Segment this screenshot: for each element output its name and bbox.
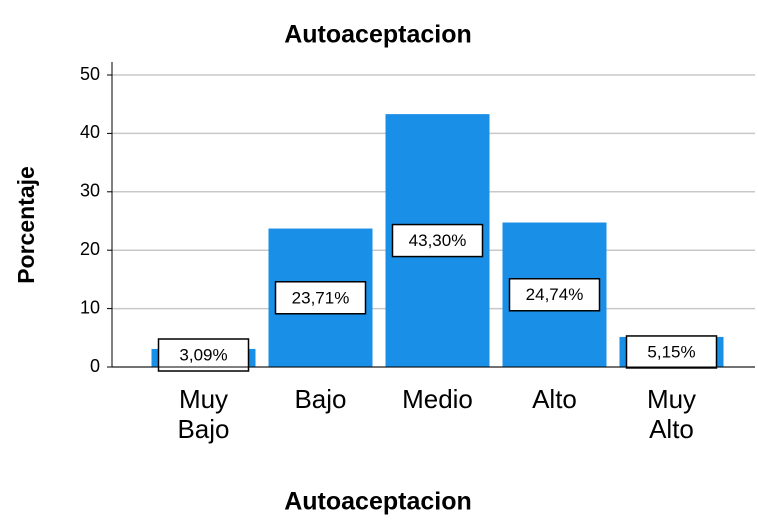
x-tick-label: Bajo xyxy=(294,384,347,414)
value-label: 43,30% xyxy=(409,231,467,250)
value-label-box xyxy=(274,281,367,315)
x-tick-group: Muy Alto xyxy=(646,384,697,444)
y-tick-label: 30 xyxy=(80,181,100,201)
chart-title: Autoaceptacion xyxy=(284,21,472,49)
y-tick-label: 20 xyxy=(80,239,100,259)
value-label-box xyxy=(508,278,601,312)
value-label: 23,71% xyxy=(292,288,350,307)
x-tick-label: Muy Alto xyxy=(646,384,697,444)
value-label: 5,15% xyxy=(647,342,695,361)
y-tick-label: 0 xyxy=(90,356,100,376)
x-tick-group: Alto xyxy=(532,384,577,414)
x-tick-label: Alto xyxy=(532,384,577,414)
x-tick-group: Muy Bajo xyxy=(177,384,230,444)
x-tick-group: Bajo xyxy=(294,384,347,414)
y-tick-label: 40 xyxy=(80,122,100,142)
y-tick-label: 50 xyxy=(80,64,100,84)
y-axis-label: Porcentaje xyxy=(13,166,39,284)
value-label: 24,74% xyxy=(526,285,584,304)
value-label-box xyxy=(625,335,718,369)
x-axis-label: Autoaceptacion xyxy=(284,488,472,516)
value-label: 3,09% xyxy=(179,345,227,364)
x-tick-label: Muy Bajo xyxy=(177,384,230,444)
y-tick-label: 10 xyxy=(80,297,100,317)
value-label-box xyxy=(157,338,250,372)
x-tick-group: Medio xyxy=(402,384,473,414)
value-label-box xyxy=(391,223,484,258)
x-tick-label: Medio xyxy=(402,384,473,414)
